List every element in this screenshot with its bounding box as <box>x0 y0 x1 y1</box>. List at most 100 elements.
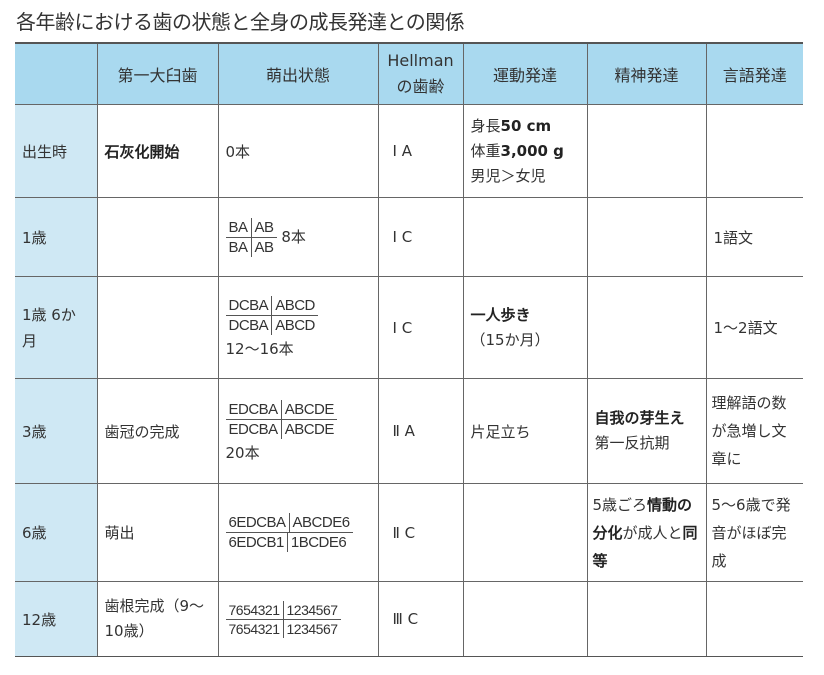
mental-text: 自我の芽生え <box>594 409 685 427</box>
language-cell: 1～2語文 <box>705 276 803 379</box>
molar-cell: 歯根完成（9～10歳） <box>96 581 219 657</box>
table-row: 6歳 萌出 6EDCBA ABCDE6 6EDCB1 1BCDE6 Ⅱ C 5歳ごろ情… <box>15 483 803 582</box>
language-cell: 理解語の数が急増し文章に <box>705 378 803 484</box>
header-row: 第一大臼歯 萌出状態 Hellmanの歯齢 運動発達 精神発達 言語発達 <box>15 42 803 105</box>
motor-text: 一人歩き <box>470 305 531 324</box>
table-row: 1歳 6か月 DCBA ABCD DCBA ABCD 12～16本 Ⅰ C 一人歩き （1… <box>15 276 803 379</box>
motor-text: 男児＞女児 <box>470 166 546 185</box>
age-cell: 1歳 <box>15 197 98 277</box>
mental-text: が成人と <box>622 523 683 542</box>
formula-quadrant: EDCBA <box>226 399 282 419</box>
dental-formula: DCBA ABCD DCBA ABCD <box>225 296 318 335</box>
header-motor: 運動発達 <box>462 42 588 105</box>
header-age <box>15 42 98 105</box>
formula-quadrant: DCBA <box>226 296 273 315</box>
formula-quadrant: ABCD <box>275 297 315 314</box>
motor-cell: 一人歩き （15か月） <box>462 276 588 379</box>
language-cell: 5～6歳で発音がほぼ完成 <box>705 483 803 582</box>
formula-quadrant: 7654321 <box>226 600 284 619</box>
eruption-cell: EDCBA ABCDE EDCBA ABCDE 20本 <box>217 378 379 484</box>
hellman-cell: Ⅱ A <box>377 378 464 484</box>
molar-cell: 石灰化開始 <box>96 104 219 198</box>
mental-text: 5歳ごろ <box>592 495 648 514</box>
header-language: 言語発達 <box>705 42 803 105</box>
formula-quadrant: BA <box>226 217 252 237</box>
tooth-count: 12～16本 <box>225 340 294 358</box>
motor-cell <box>462 197 588 277</box>
mental-cell <box>586 197 707 277</box>
hellman-cell: Ⅱ C <box>377 483 464 582</box>
mental-cell: 5歳ごろ情動の分化が成人と同等 <box>586 483 707 582</box>
motor-label: 身長 <box>470 116 501 135</box>
tooth-count: 8本 <box>281 227 306 246</box>
mental-text: 情動の分化 <box>592 495 693 542</box>
table-row: 12歳 歯根完成（9～10歳） 7654321 1234567 7654321 123… <box>15 581 803 657</box>
language-cell <box>705 104 803 198</box>
mental-cell <box>586 276 707 379</box>
hellman-cell: Ⅰ C <box>377 276 464 379</box>
eruption-cell: 0本 <box>217 104 379 198</box>
formula-quadrant: 6EDCB1 <box>226 533 288 552</box>
eruption-cell: 7654321 1234567 7654321 1234567 <box>217 581 379 657</box>
header-hellman: Hellmanの歯齢 <box>377 42 464 105</box>
motor-cell <box>462 581 588 657</box>
header-mental: 精神発達 <box>586 42 707 105</box>
hellman-cell: Ⅰ C <box>377 197 464 277</box>
motor-cell <box>462 483 588 582</box>
dental-formula: BA AB BA AB <box>225 217 277 257</box>
molar-cell <box>96 276 219 379</box>
motor-value: 50 cm <box>500 116 552 135</box>
formula-quadrant: ABCD <box>275 317 315 334</box>
motor-cell: 片足立ち <box>462 378 588 484</box>
age-cell: 3歳 <box>15 378 98 484</box>
age-cell: 1歳 6か月 <box>15 276 98 379</box>
hellman-cell: Ⅲ C <box>377 581 464 657</box>
formula-quadrant: AB <box>254 218 275 236</box>
eruption-cell: BA AB BA AB 8本 <box>217 197 379 277</box>
age-cell: 12歳 <box>15 581 98 657</box>
mental-text: 同等 <box>592 523 698 570</box>
formula-quadrant: 1234567 <box>286 620 339 637</box>
language-cell <box>705 581 803 657</box>
molar-cell: 萌出 <box>96 483 219 582</box>
age-cell: 6歳 <box>15 483 98 582</box>
motor-cell: 身長50 cm 体重3,000 g 男児＞女児 <box>462 104 588 198</box>
motor-text: （15か月） <box>470 330 550 349</box>
formula-quadrant: 1BCDE6 <box>290 534 347 551</box>
formula-quadrant: AB <box>254 238 275 256</box>
dental-formula: EDCBA ABCDE EDCBA ABCDE <box>225 399 337 439</box>
formula-quadrant: ABCDE <box>284 400 335 418</box>
dental-formula: 6EDCBA ABCDE6 6EDCB1 1BCDE6 <box>225 513 353 552</box>
mental-text: 第一反抗期 <box>594 434 670 452</box>
tooth-count: 20本 <box>225 443 260 462</box>
formula-quadrant: 1234567 <box>286 601 339 618</box>
header-first-molar: 第一大臼歯 <box>96 42 219 105</box>
molar-cell <box>96 197 219 277</box>
hellman-cell: Ⅰ A <box>377 104 464 198</box>
formula-quadrant: ABCDE <box>284 420 335 438</box>
age-cell: 出生時 <box>15 104 98 198</box>
eruption-cell: DCBA ABCD DCBA ABCD 12～16本 <box>217 276 379 379</box>
formula-quadrant: EDCBA <box>226 419 282 439</box>
formula-quadrant: BA <box>226 237 252 257</box>
table-row: 3歳 歯冠の完成 EDCBA ABCDE EDCBA ABCDE 20本 Ⅱ A 片足立… <box>15 378 803 484</box>
motor-label: 体重 <box>470 141 501 160</box>
table-row: 1歳 BA AB BA AB 8本 Ⅰ C 1語文 <box>15 197 803 277</box>
formula-quadrant: DCBA <box>226 316 273 335</box>
formula-quadrant: 6EDCBA <box>226 513 290 532</box>
motor-value: 3,000 g <box>500 141 564 160</box>
language-cell: 1語文 <box>705 197 803 277</box>
header-eruption: 萌出状態 <box>217 42 379 105</box>
table-row: 出生時 石灰化開始 0本 Ⅰ A 身長50 cm 体重3,000 g 男児＞女児 <box>15 104 803 198</box>
formula-quadrant: ABCDE6 <box>292 514 351 531</box>
mental-cell: 自我の芽生え 第一反抗期 <box>586 378 707 484</box>
dental-formula: 7654321 1234567 7654321 1234567 <box>225 600 341 638</box>
development-table: 第一大臼歯 萌出状態 Hellmanの歯齢 運動発達 精神発達 言語発達 出生時… <box>15 42 803 657</box>
molar-text: 石灰化開始 <box>104 142 180 161</box>
mental-cell <box>586 104 707 198</box>
eruption-cell: 6EDCBA ABCDE6 6EDCB1 1BCDE6 <box>217 483 379 582</box>
molar-cell: 歯冠の完成 <box>96 378 219 484</box>
mental-cell <box>586 581 707 657</box>
formula-quadrant: 7654321 <box>226 619 284 638</box>
page-title: 各年齢における歯の状態と全身の成長発達との関係 <box>16 10 465 34</box>
